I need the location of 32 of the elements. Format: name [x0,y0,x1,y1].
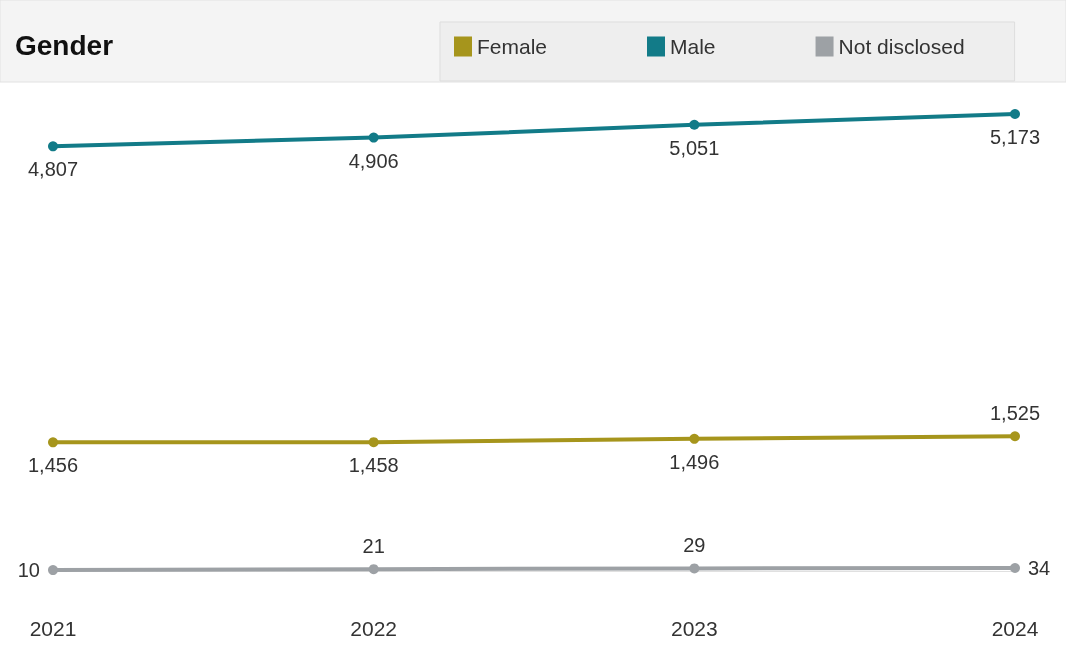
data-label: 34 [1028,557,1051,579]
point [689,563,700,574]
point [368,132,379,143]
point [1010,431,1020,442]
x-tick-label: 2024 [991,617,1039,640]
data-label: 29 [683,534,706,557]
x-tick-label: 2022 [350,617,398,640]
data-label: 5,173 [989,126,1041,148]
data-label: 1,525 [989,402,1041,425]
point [1010,563,1020,573]
data-label: 4,807 [27,158,79,181]
point [1010,109,1020,119]
point [48,141,58,152]
legend-label: Female [477,35,548,58]
data-label: 1,456 [27,454,79,477]
chart-title: Gender [15,29,114,61]
point [368,564,379,575]
legend-label: Not disclosed [838,35,965,58]
point [689,119,700,130]
data-label: 1,496 [669,450,720,473]
point [48,437,58,448]
data-label: 5,051 [669,136,720,159]
point [368,437,379,448]
data-label: 21 [362,535,385,558]
x-tick-label: 2023 [670,617,718,640]
legend-label: Male [670,35,716,58]
point [689,433,700,444]
data-label: 10 [17,559,40,582]
x-tick-label: 2021 [29,617,77,640]
data-label: 1,458 [348,454,399,477]
data-label: 4,906 [348,149,399,172]
point [48,565,58,576]
